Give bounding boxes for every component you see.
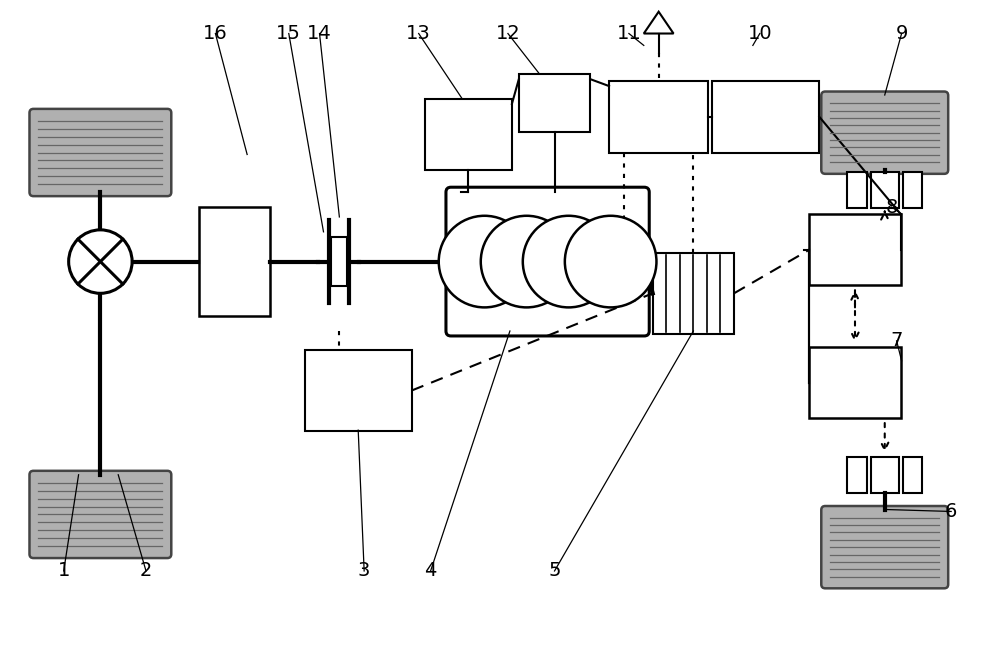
Text: 14: 14 [307, 24, 332, 43]
Circle shape [481, 215, 572, 307]
Text: 1: 1 [58, 561, 70, 580]
Text: 13: 13 [406, 24, 431, 43]
Bar [331, 237, 347, 286]
Circle shape [565, 215, 656, 307]
FancyBboxPatch shape [29, 109, 171, 196]
Bar [847, 173, 867, 208]
Bar [653, 253, 734, 334]
Circle shape [523, 215, 614, 307]
Text: 2: 2 [140, 561, 152, 580]
FancyBboxPatch shape [446, 187, 649, 336]
Bar [809, 347, 901, 418]
FancyBboxPatch shape [29, 471, 171, 558]
FancyBboxPatch shape [821, 506, 948, 588]
Bar [305, 350, 412, 431]
Bar [847, 457, 867, 492]
Bar [903, 173, 922, 208]
Text: 5: 5 [548, 561, 561, 580]
Circle shape [439, 215, 530, 307]
Bar [809, 214, 901, 286]
Text: 8: 8 [885, 198, 898, 217]
Bar [712, 81, 819, 153]
Text: 9: 9 [895, 24, 908, 43]
Text: 11: 11 [617, 24, 641, 43]
Text: 16: 16 [203, 24, 228, 43]
Bar [871, 173, 899, 208]
Bar [903, 457, 922, 492]
Text: 3: 3 [358, 561, 370, 580]
FancyBboxPatch shape [821, 91, 948, 174]
Polygon shape [644, 12, 674, 34]
Bar [519, 74, 590, 132]
Bar [871, 457, 899, 492]
Text: 15: 15 [276, 24, 301, 43]
Bar [199, 207, 270, 316]
Text: 4: 4 [424, 561, 437, 580]
Text: 6: 6 [945, 502, 957, 521]
Bar [425, 99, 512, 171]
Bar [609, 81, 708, 153]
Text: 10: 10 [747, 24, 772, 43]
Circle shape [69, 230, 132, 293]
Text: 7: 7 [890, 331, 903, 350]
Text: 12: 12 [496, 24, 520, 43]
